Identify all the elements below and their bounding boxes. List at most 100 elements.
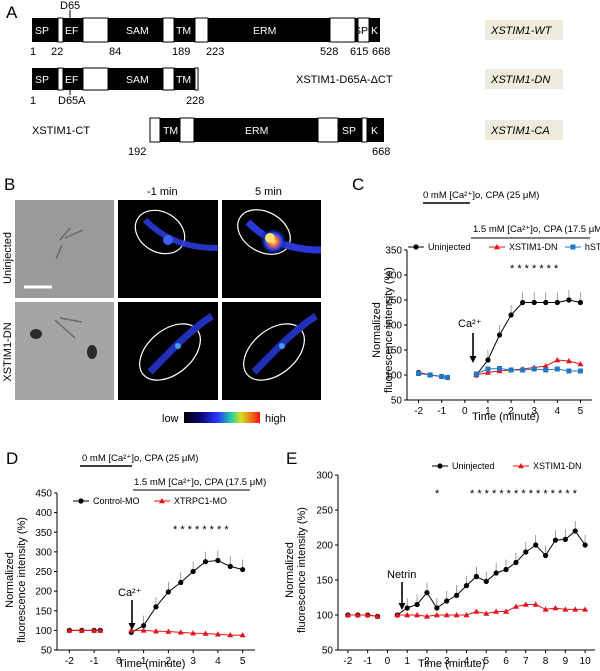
e-data-point — [414, 612, 421, 618]
e-xtick-label: 10 — [580, 656, 592, 667]
e-arrow-label: Netrin — [387, 569, 416, 581]
e-ylabel-1: Normalized — [284, 542, 296, 598]
c-data-point — [531, 299, 537, 306]
c-xtick-label: 4 — [555, 406, 561, 417]
d-series-line — [131, 629, 243, 636]
ca-name: XSTIM1-CA — [490, 125, 550, 137]
e-data-point — [522, 601, 529, 607]
e-legend-label: Uninjected — [452, 461, 495, 471]
wt-domain-sam: SAM — [126, 25, 149, 37]
c-data-point — [508, 367, 514, 373]
d-data-point — [202, 559, 209, 565]
d-ytick-label: 150 — [35, 606, 52, 617]
e-star-single: * — [435, 488, 440, 500]
d-arrow-head — [128, 623, 136, 630]
d-legend-marker — [159, 498, 165, 504]
e-xtick-label: -1 — [363, 656, 372, 667]
e-data-point — [433, 612, 440, 618]
d-data-point — [214, 631, 221, 637]
ca-domain-tm: TM — [163, 125, 178, 137]
c-protocol-label-2: 1.5 mM [Ca²⁺]o, CPA (17.5 μM) — [473, 224, 600, 235]
wt-name-box — [485, 20, 563, 40]
wt-domain-tm: TM — [176, 25, 191, 37]
e-ytick-label: 100 — [316, 611, 333, 622]
c-arrow-head — [469, 356, 477, 363]
e-data-point — [414, 601, 420, 608]
ca-domain-erm: ERM — [245, 125, 268, 137]
time-label-minus1: -1 min — [147, 186, 178, 198]
c-data-point — [554, 357, 561, 363]
e-data-point — [354, 612, 361, 618]
uninjected-brightfield-image — [15, 200, 114, 298]
e-data-point — [503, 566, 509, 573]
c-xlabel: Time (minute) — [472, 411, 539, 423]
wt-domain-sp2: SP — [354, 25, 368, 37]
c-data-point — [577, 368, 583, 374]
c-data-point — [496, 332, 503, 338]
c-data-point — [554, 299, 560, 306]
dn-domain-sp: SP — [35, 74, 49, 86]
e-data-point — [364, 612, 371, 618]
e-xlabel: Time (minute) — [418, 658, 485, 670]
dn-brightfield-image — [15, 302, 114, 400]
ca-name-box — [485, 120, 563, 140]
d-ytick-label: 450 — [35, 489, 52, 500]
c-data-point — [497, 366, 502, 371]
d-data-point — [239, 632, 246, 638]
e-series-line — [397, 530, 586, 616]
c-data-point — [485, 366, 491, 372]
wt-pos-223: 223 — [206, 46, 224, 58]
e-xtick-label: 2 — [424, 656, 430, 667]
c-data-point — [473, 371, 479, 377]
panel-letter-b: B — [4, 175, 15, 194]
c-series-line — [418, 373, 448, 378]
e-data-point — [424, 590, 430, 596]
c-series-line — [476, 367, 581, 375]
e-data-point — [443, 612, 450, 618]
e-data-point — [344, 612, 351, 618]
time-label-5: 5 min — [255, 186, 282, 198]
e-data-point — [374, 613, 381, 619]
c-xtick-label: -2 — [414, 406, 423, 417]
c-ytick-label: 350 — [385, 246, 402, 257]
c-data-point — [566, 297, 572, 303]
c-data-point — [566, 368, 572, 374]
e-data-point — [552, 605, 559, 611]
d-protocol-label-1: 0 mM [Ca²⁺]o, CPA (25 μM) — [82, 453, 198, 464]
c-data-point — [554, 366, 560, 372]
d-xtick-label: -1 — [90, 656, 99, 667]
d-legend-label: Control-MO — [93, 496, 140, 506]
e-xtick-label: 8 — [543, 656, 549, 667]
dn-domain-ef: EF — [65, 74, 78, 86]
c-legend-label: Uninjected — [428, 242, 471, 252]
c-xtick-label: -1 — [437, 406, 446, 417]
c-data-point — [531, 366, 537, 372]
row-label-uninjected: Uninjected — [2, 232, 14, 284]
chart-d: 50 100 150 200 250 300 350 400 450 -2 -1 0 1 2 3 4 5 — [35, 489, 255, 667]
c-series-line — [475, 299, 581, 376]
c-data-point — [520, 299, 526, 306]
d-xtick-label: 4 — [215, 656, 221, 667]
c-data-point — [520, 367, 526, 373]
row-label-xstim1-dn: XSTIM1-DN — [2, 322, 14, 381]
d-ytick-label: 100 — [35, 626, 52, 637]
e-data-point — [404, 605, 410, 611]
d-legend: Control-MO XTRPC1-MO — [73, 496, 227, 506]
c-ylabel-1: Normalized — [371, 302, 383, 358]
e-series-line — [347, 614, 378, 617]
c-data-point — [484, 369, 491, 375]
c-xtick-label: 5 — [578, 406, 584, 417]
c-ytick-label: 200 — [385, 321, 402, 332]
xstim1-wt-diagram: SP EF SAM TM ERM SP K — [32, 17, 380, 43]
wt-domain-k: K — [371, 25, 378, 37]
c-xtick-label: 3 — [531, 406, 537, 417]
d-xtick-label: 1 — [141, 656, 147, 667]
wt-pos-668: 668 — [372, 46, 390, 58]
d-data-point — [190, 630, 197, 636]
e-data-point — [454, 592, 460, 599]
wt-domain-sp: SP — [35, 25, 49, 37]
d-data-point — [97, 627, 104, 633]
wt-pos-22: 22 — [51, 46, 63, 58]
panel-letter-a: A — [6, 3, 18, 22]
ca-construct: XSTIM1-CT — [32, 125, 90, 137]
